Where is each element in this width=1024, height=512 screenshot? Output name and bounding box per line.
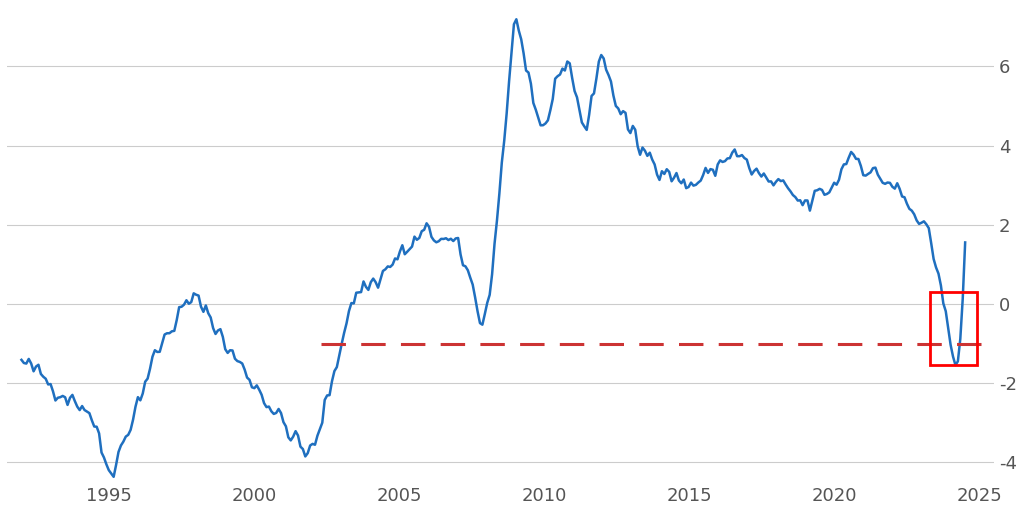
Bar	[931, 292, 977, 366]
